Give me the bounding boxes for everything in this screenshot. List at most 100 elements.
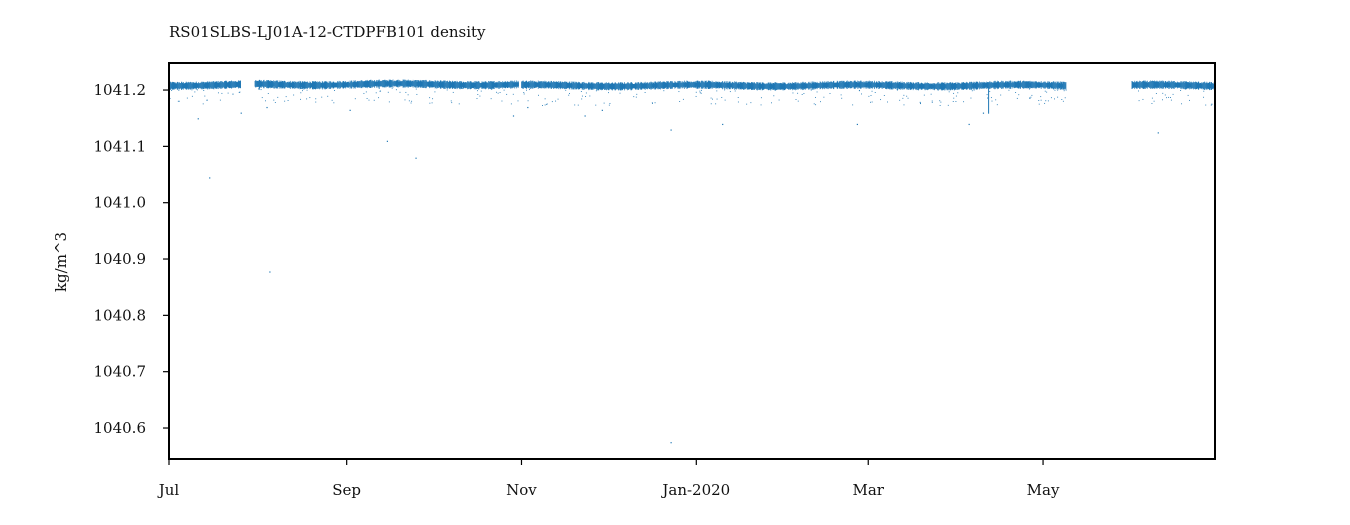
data-point: [907, 97, 909, 99]
data-point: [555, 100, 557, 102]
data-point: [903, 94, 905, 96]
data-point: [523, 92, 525, 94]
data-point: [258, 88, 260, 90]
y-tick-label: 1041.1: [94, 137, 147, 155]
data-point: [953, 92, 955, 94]
data-point: [273, 99, 275, 101]
data-point: [568, 94, 570, 96]
data-point: [1030, 96, 1032, 98]
data-point: [378, 97, 380, 99]
data-point: [363, 92, 365, 94]
x-tick-label: May: [1027, 481, 1060, 499]
data-point: [970, 97, 972, 99]
data-point: [920, 103, 921, 105]
data-point: [479, 95, 481, 97]
data-point: [373, 99, 375, 101]
data-point: [840, 94, 842, 96]
data-point: [1040, 96, 1042, 98]
data-point: [1057, 89, 1059, 91]
data-point: [1203, 90, 1205, 92]
data-point: [309, 97, 311, 99]
data-point: [589, 95, 591, 97]
data-point: [1060, 88, 1062, 90]
y-tick-label: 1040.6: [94, 419, 147, 437]
data-point: [595, 90, 597, 92]
data-point: [644, 91, 646, 93]
data-point: [931, 101, 933, 103]
data-point: [933, 89, 935, 91]
data-point: [551, 101, 553, 103]
data-point: [1203, 96, 1205, 98]
data-point: [206, 99, 208, 101]
data-point: [379, 90, 381, 92]
data-point: [953, 89, 955, 91]
data-segment-2: [254, 79, 519, 105]
data-point: [538, 94, 539, 96]
data-point: [434, 91, 436, 93]
data-point: [635, 96, 637, 98]
data-point: [619, 92, 621, 94]
data-point: [565, 89, 567, 91]
data-point: [334, 90, 336, 91]
data-point: [1211, 103, 1213, 105]
data-point: [557, 98, 559, 100]
outlier-point: [968, 123, 970, 126]
data-point: [287, 100, 289, 101]
data-point: [585, 92, 587, 94]
data-point: [595, 104, 597, 106]
data-point: [523, 93, 525, 95]
data-point: [760, 104, 762, 106]
data-point: [871, 90, 873, 92]
data-point: [366, 98, 368, 99]
data-point: [306, 98, 308, 100]
data-point: [971, 90, 973, 92]
data-point: [700, 92, 702, 94]
data-point: [302, 90, 303, 92]
data-point: [388, 101, 390, 103]
data-point: [1155, 93, 1157, 94]
outlier-point: [982, 112, 985, 114]
data-point: [603, 102, 605, 104]
data-point: [450, 100, 452, 102]
data-point: [415, 88, 417, 90]
y-axis-ticks: 1041.2 1041.1 1041.0 1040.9 1040.8 1040.7 1040…: [94, 81, 169, 437]
outlier-point: [601, 109, 603, 111]
x-tick-label: Mar: [853, 481, 885, 499]
data-point: [546, 103, 548, 105]
data-point: [368, 99, 370, 101]
outlier-point: [240, 112, 242, 114]
data-point: [1054, 98, 1055, 100]
data-point: [923, 94, 925, 96]
data-point: [699, 90, 701, 92]
data-point: [177, 100, 179, 102]
data-point: [955, 101, 957, 102]
data-point: [497, 92, 499, 94]
data-point: [546, 103, 548, 105]
data-point: [435, 87, 437, 89]
y-tick-label: 1041.2: [94, 81, 147, 99]
data-point: [931, 100, 933, 102]
data-point: [919, 101, 921, 103]
outlier-points: [197, 106, 1159, 444]
data-point: [957, 92, 959, 94]
outlier-point: [266, 106, 268, 109]
data-point: [710, 97, 712, 99]
data-point: [395, 89, 397, 91]
data-point: [452, 91, 454, 93]
outlier-point: [415, 157, 417, 159]
data-point: [477, 94, 479, 95]
data-point: [510, 103, 512, 105]
data-point: [1061, 99, 1063, 100]
data-point: [191, 95, 193, 97]
data-point: [1138, 90, 1139, 92]
data-segment-1: [168, 80, 241, 105]
data-point: [196, 89, 198, 91]
outlier-point: [722, 123, 724, 126]
data-point: [378, 88, 380, 89]
data-point: [365, 91, 367, 93]
y-tick-label: 1040.9: [94, 250, 147, 268]
data-point: [429, 102, 431, 104]
data-point: [899, 99, 901, 101]
data-point: [517, 100, 519, 102]
